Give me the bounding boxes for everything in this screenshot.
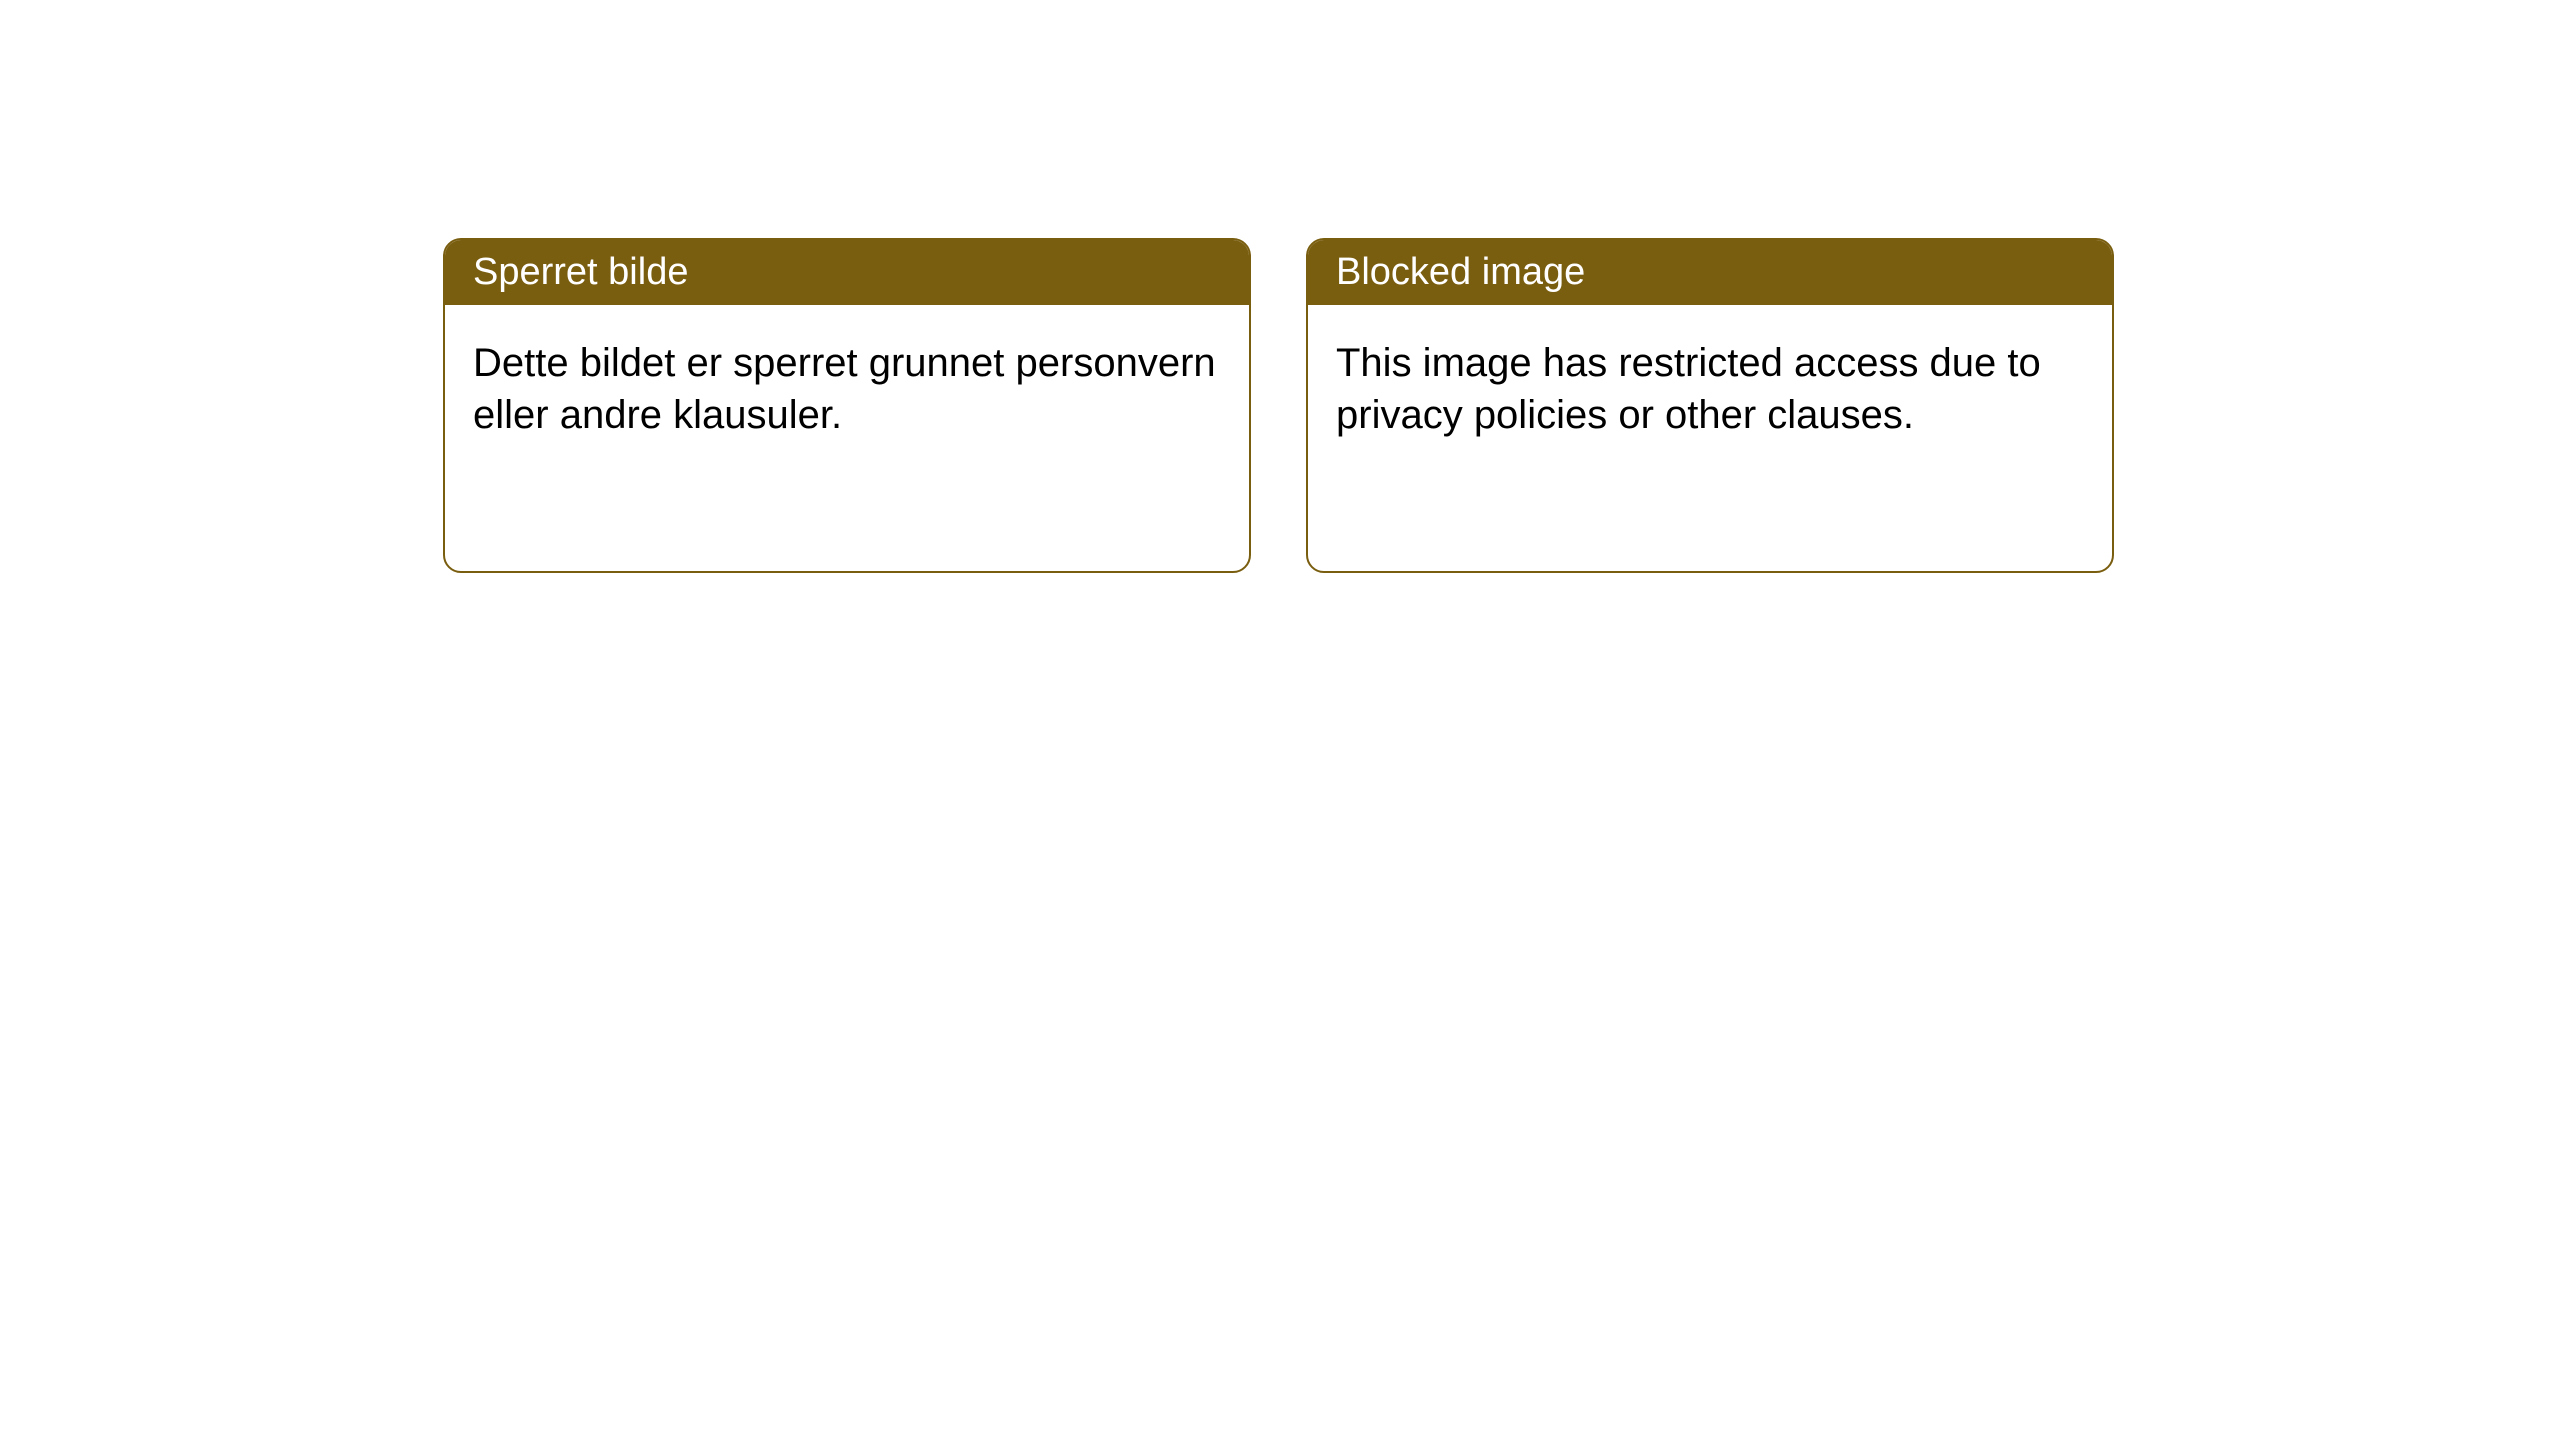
notice-panel-norwegian: Sperret bilde Dette bildet er sperret gr… xyxy=(443,238,1251,573)
panel-header: Blocked image xyxy=(1308,240,2112,305)
panel-header: Sperret bilde xyxy=(445,240,1249,305)
panel-body: This image has restricted access due to … xyxy=(1308,305,2112,473)
notice-panel-english: Blocked image This image has restricted … xyxy=(1306,238,2114,573)
panel-body: Dette bildet er sperret grunnet personve… xyxy=(445,305,1249,473)
notice-panels-container: Sperret bilde Dette bildet er sperret gr… xyxy=(443,238,2560,573)
